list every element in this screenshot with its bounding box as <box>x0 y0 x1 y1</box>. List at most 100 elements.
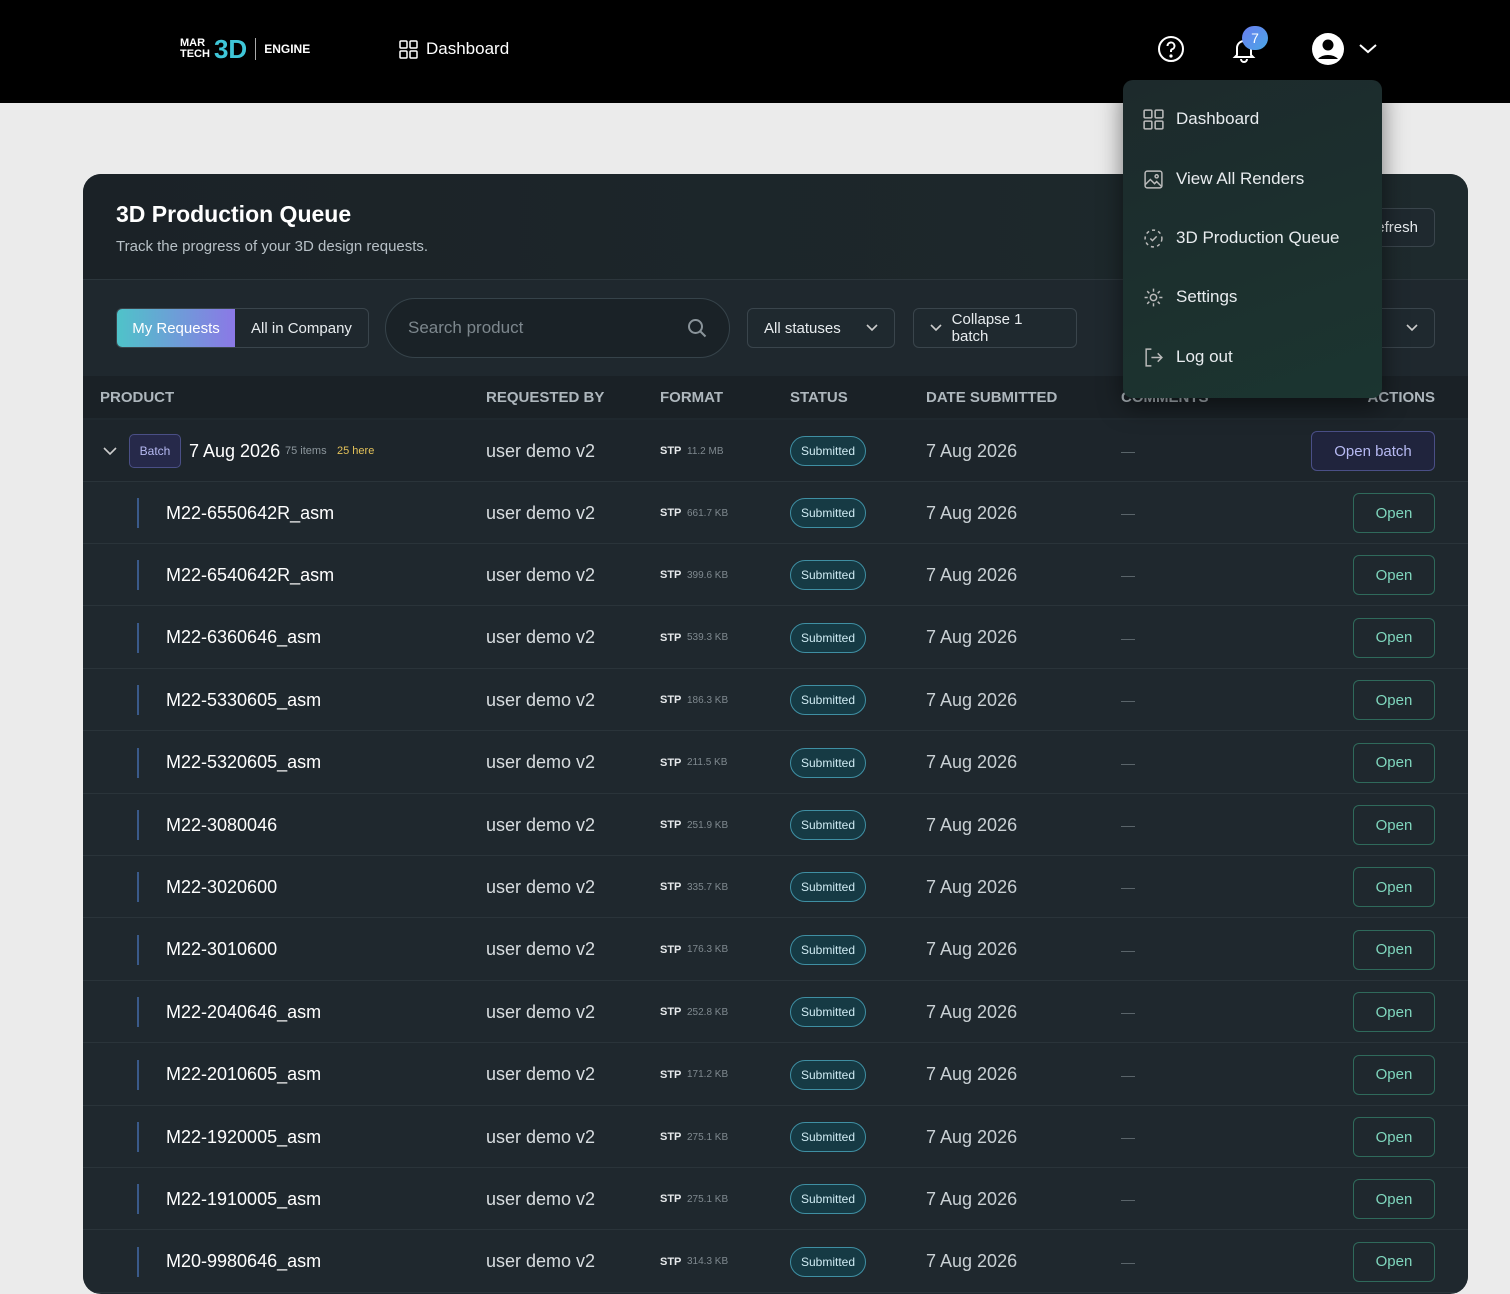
tab-active[interactable]: My Requests <box>117 309 235 347</box>
collapse-button[interactable]: Collapse 1 batch <box>913 308 1077 348</box>
status-badge: Submitted <box>790 747 866 778</box>
menu-label: 3D Production Queue <box>1176 228 1340 247</box>
file-size: 275.1 KB <box>687 1131 729 1143</box>
format: STP <box>660 507 682 519</box>
menu-label: Log out <box>1176 347 1233 366</box>
table-row: M22-6360646_asm user demo v2 STP 539.3 KB Su… <box>83 606 1468 669</box>
product-name: M22-3080046 <box>166 814 278 835</box>
open-button[interactable]: Open <box>1353 867 1435 908</box>
table-row: M22-5320605_asm user demo v2 STP 211.5 KB Su… <box>83 731 1468 794</box>
tab[interactable]: All in Company <box>251 319 352 337</box>
status-badge: Submitted <box>790 1184 866 1215</box>
logo-text: TECH <box>180 48 210 60</box>
requested-by: user demo v2 <box>486 627 596 648</box>
tree-line <box>137 685 139 716</box>
menu-item[interactable]: View All Renders <box>1143 159 1304 199</box>
column-header: REQUESTED BY <box>486 388 605 406</box>
tree-line <box>137 1059 139 1090</box>
menu-item[interactable]: 3D Production Queue <box>1143 218 1340 258</box>
product-name: M22-5320605_asm <box>166 752 322 773</box>
nav-label: Dashboard <box>426 39 510 58</box>
page-title: 3D Production Queue <box>116 201 352 227</box>
open-button[interactable]: Open <box>1353 929 1435 970</box>
divider <box>255 38 257 60</box>
open-button[interactable]: Open <box>1353 742 1435 783</box>
search-placeholder: Search product <box>408 318 524 337</box>
date-submitted: 7 Aug 2026 <box>926 440 1018 461</box>
user-menu[interactable] <box>1312 32 1378 66</box>
status-badge: Submitted <box>790 997 866 1028</box>
requested-by: user demo v2 <box>486 1064 596 1085</box>
open-batch-button[interactable]: Open batch <box>1311 431 1435 471</box>
comments: — <box>1121 817 1135 833</box>
comments: — <box>1121 1253 1135 1270</box>
status-badge: Submitted <box>790 810 866 840</box>
status-filter[interactable]: All statuses <box>747 308 895 348</box>
menu-label: Dashboard <box>1176 109 1260 128</box>
format: STP <box>660 819 682 831</box>
status-badge: Submitted <box>790 685 866 716</box>
open-button[interactable]: Open <box>1353 680 1435 721</box>
file-size: 399.6 KB <box>687 569 729 581</box>
table-row: M22-2010605_asm user demo v2 STP 171.2 KB Su… <box>83 1043 1468 1106</box>
product-name: M22-5330605_asm <box>166 689 322 710</box>
status-badge: Submitted <box>790 1246 866 1277</box>
menu-item[interactable]: Log out <box>1143 337 1233 377</box>
status-badge: Submitted <box>790 560 866 591</box>
menu-icon <box>1144 228 1163 248</box>
requested-by: user demo v2 <box>486 752 596 773</box>
product-name: M22-2010605_asm <box>166 1064 322 1085</box>
date-submitted: 7 Aug 2026 <box>926 1251 1018 1272</box>
nav-dashboard[interactable]: Dashboard <box>399 36 509 62</box>
comments: — <box>1121 1129 1135 1145</box>
tree-line <box>137 810 139 840</box>
chevron <box>930 324 942 332</box>
tree-line <box>137 997 139 1028</box>
batch-date: 7 Aug 2026 <box>189 440 281 461</box>
menu-icon <box>1144 288 1163 306</box>
table-row: M22-6550642R_asm user demo v2 STP 661.7 KB S… <box>83 482 1468 544</box>
open-button[interactable]: Open <box>1353 805 1435 845</box>
menu-item[interactable]: Dashboard <box>1143 99 1259 139</box>
open-button[interactable]: Open <box>1353 493 1435 533</box>
requested-by: user demo v2 <box>486 876 596 897</box>
requested-by: user demo v2 <box>486 502 596 523</box>
logo-text: ENGINE <box>264 42 311 56</box>
open-button[interactable]: Open <box>1353 992 1435 1033</box>
expand-chevron[interactable] <box>103 447 117 456</box>
column-header: PRODUCT <box>100 388 175 406</box>
menu-icon <box>1144 169 1163 189</box>
requested-by: user demo v2 <box>486 1188 596 1209</box>
scope-tabs: My Requests All in Company <box>116 308 369 348</box>
format: STP <box>660 881 682 894</box>
help-icon[interactable] <box>1157 35 1185 63</box>
format: STP <box>660 694 682 707</box>
comments: — <box>1121 1004 1135 1021</box>
open-button[interactable]: Open <box>1353 1179 1435 1220</box>
menu-item[interactable]: Settings <box>1143 277 1237 317</box>
top-bar: MAR TECH 3D ENGINE Dashboard 7 <box>0 0 1510 103</box>
search-box[interactable]: Search product <box>385 298 730 358</box>
open-button[interactable]: Open <box>1353 555 1435 596</box>
date-submitted: 7 Aug 2026 <box>926 689 1018 710</box>
notification-badge: 7 <box>1242 26 1268 50</box>
file-size: 211.5 KB <box>687 757 728 769</box>
format: STP <box>660 631 682 644</box>
open-button[interactable]: Open <box>1353 1054 1435 1095</box>
table-row: M22-2040646_asm user demo v2 STP 252.8 KB Su… <box>83 981 1468 1044</box>
status-badge: Submitted <box>790 498 866 528</box>
open-button[interactable]: Open <box>1353 617 1435 658</box>
file-size: 171.2 KB <box>687 1069 729 1081</box>
open-button[interactable]: Open <box>1353 1117 1435 1157</box>
logo[interactable]: MAR TECH 3D ENGINE <box>180 30 310 68</box>
open-button[interactable]: Open <box>1353 1241 1435 1282</box>
comments: — <box>1121 754 1135 771</box>
batch-items: 75 items <box>285 445 327 457</box>
product-name: M22-6550642R_asm <box>166 502 335 523</box>
collapse-label: Collapse 1 batch <box>951 311 1023 345</box>
date-submitted: 7 Aug 2026 <box>926 876 1018 897</box>
table-row: M22-3010600 user demo v2 STP 176.3 KB Submit… <box>83 918 1468 981</box>
file-size: 252.8 KB <box>687 1006 729 1018</box>
column-header: ACTIONS <box>1367 388 1436 406</box>
tree-line <box>137 1122 139 1152</box>
